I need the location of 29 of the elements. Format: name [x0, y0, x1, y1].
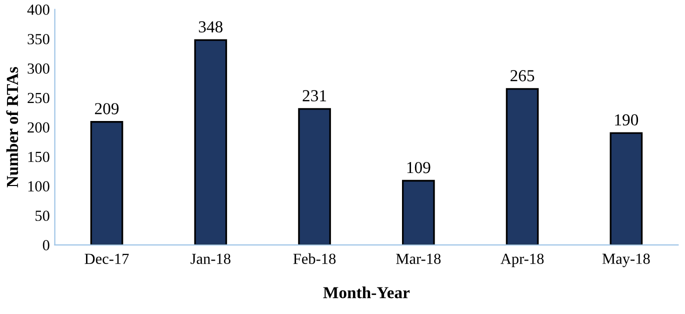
y-tick-label: 100	[28, 181, 50, 192]
y-tick-label: 300	[28, 63, 50, 74]
y-tick-label: 200	[28, 122, 50, 133]
y-tick-label: 150	[28, 152, 50, 162]
data-label: 265	[510, 70, 534, 82]
y-tick-label: 50	[36, 210, 50, 221]
data-label: 209	[94, 103, 119, 114]
x-axis-title: Month-Year	[323, 286, 410, 298]
y-tick-label: 350	[28, 34, 50, 44]
y-tick-label: 250	[28, 92, 50, 104]
x-tick-label: Apr-18	[500, 254, 544, 268]
y-axis-title: Number of RTAs	[6, 67, 18, 188]
x-tick-label: Feb-18	[293, 253, 336, 264]
bar	[298, 108, 331, 245]
y-tick-label: 0	[42, 240, 50, 250]
x-tick-label: Jan-18	[190, 254, 230, 264]
x-tick-label: Dec-17	[84, 254, 129, 264]
data-label: 190	[615, 114, 638, 126]
bar	[90, 121, 124, 245]
data-label: 109	[407, 162, 430, 174]
bar	[610, 132, 643, 245]
x-tick-label: Mar-18	[396, 254, 441, 264]
bar	[194, 39, 228, 245]
bar	[506, 88, 539, 245]
y-tick-label: 400	[27, 4, 50, 15]
x-tick-label: May-18	[602, 254, 650, 268]
data-label: 348	[198, 21, 222, 32]
bar	[402, 180, 435, 245]
data-label: 231	[302, 90, 326, 102]
